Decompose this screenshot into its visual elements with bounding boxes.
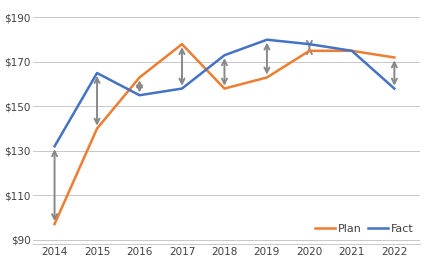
Plan <box>137 76 142 79</box>
Fact <box>95 72 100 75</box>
Fact <box>137 94 142 97</box>
Fact <box>265 38 270 41</box>
Fact <box>349 49 354 52</box>
Legend: Plan, Fact: Plan, Fact <box>310 220 418 239</box>
Plan <box>52 222 57 226</box>
Plan <box>95 127 100 130</box>
Plan <box>349 49 354 52</box>
Line: Fact: Fact <box>55 40 394 146</box>
Fact <box>392 87 397 90</box>
Fact <box>222 54 227 57</box>
Line: Plan: Plan <box>55 44 394 224</box>
Fact <box>179 87 184 90</box>
Plan <box>222 87 227 90</box>
Plan <box>265 76 270 79</box>
Fact <box>307 43 312 46</box>
Plan <box>307 49 312 52</box>
Plan <box>392 56 397 59</box>
Fact <box>52 145 57 148</box>
Plan <box>179 43 184 46</box>
